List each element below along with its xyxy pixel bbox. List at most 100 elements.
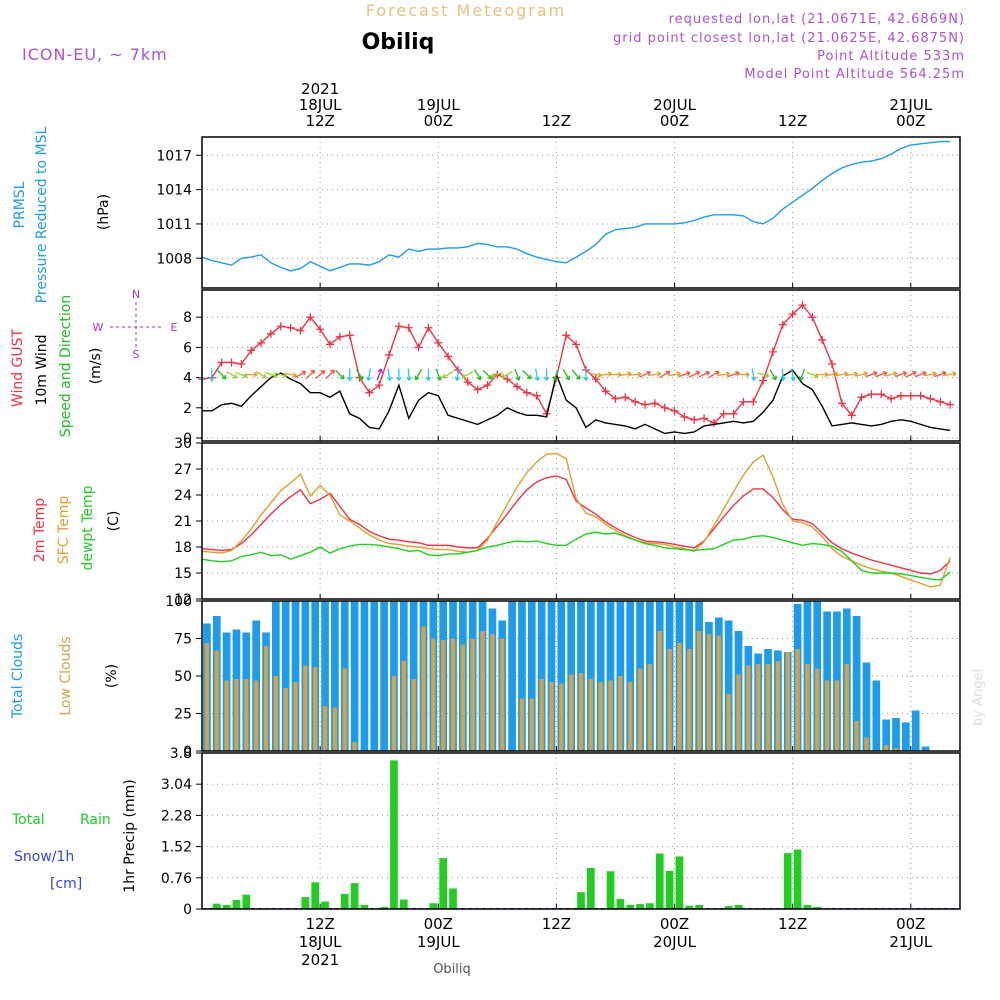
bottom-time-label: 12Z bbox=[778, 915, 807, 933]
pressure-label-desc: Pressure Reduced to MSL bbox=[34, 126, 50, 303]
low-clouds-bar bbox=[746, 665, 751, 751]
wind-direction-arrow bbox=[226, 370, 238, 379]
low-clouds-bar bbox=[805, 664, 810, 751]
wind-direction-arrow bbox=[209, 368, 215, 381]
low-clouds-bar bbox=[884, 745, 889, 751]
low-clouds-bar bbox=[844, 664, 849, 751]
panel-0: 1008 1011 1014 1017 bbox=[156, 136, 961, 289]
rain-bar bbox=[360, 904, 369, 909]
gust-marker bbox=[345, 331, 354, 340]
precip-label-cm: [cm] bbox=[50, 876, 82, 892]
location-title: Obiliq bbox=[362, 30, 435, 55]
wind-direction-arrow bbox=[376, 368, 383, 381]
top-time-label: 19JUL bbox=[417, 96, 460, 114]
gust-marker bbox=[335, 332, 344, 341]
low-clouds-bar bbox=[401, 661, 406, 751]
gust-marker bbox=[936, 397, 945, 406]
gust-marker bbox=[719, 409, 728, 418]
low-clouds-bar bbox=[293, 682, 298, 751]
gust-marker bbox=[404, 323, 413, 332]
wind-direction-arrow bbox=[639, 370, 651, 378]
sfc-temp-line bbox=[201, 452, 951, 588]
rain-bar bbox=[813, 906, 822, 909]
2m-temp-line bbox=[201, 475, 951, 575]
wind-direction-arrow bbox=[454, 368, 461, 381]
top-time-label: 21JUL bbox=[889, 96, 932, 114]
wind-direction-arrow bbox=[386, 368, 393, 381]
compass-e: E bbox=[171, 321, 178, 334]
low-clouds-bar bbox=[529, 698, 534, 751]
y-tick-label: 30 bbox=[174, 436, 192, 452]
total-clouds-bar bbox=[911, 710, 920, 751]
low-clouds-bar bbox=[756, 664, 761, 751]
low-clouds-bar bbox=[214, 650, 219, 751]
rain-bar bbox=[685, 905, 694, 909]
y-tick-label: 1017 bbox=[156, 148, 192, 164]
wind-direction-arrow bbox=[895, 371, 908, 378]
total-clouds-bar bbox=[557, 601, 566, 751]
y-tick-label: 50 bbox=[174, 669, 192, 685]
cloud-label-low: Low Clouds bbox=[58, 636, 74, 715]
gust-marker bbox=[572, 340, 581, 349]
bottom-time-label: 21JUL bbox=[889, 933, 932, 951]
precip-label-total: Total bbox=[11, 812, 45, 828]
y-tick-label: 2.28 bbox=[161, 808, 192, 824]
rain-bar bbox=[655, 853, 664, 909]
rain-bar bbox=[587, 867, 595, 909]
wind-direction-arrow bbox=[751, 368, 757, 381]
low-clouds-bar bbox=[608, 680, 613, 751]
panel-frame bbox=[201, 752, 961, 910]
wind-direction-arrow bbox=[648, 371, 662, 377]
wind-direction-arrow bbox=[514, 368, 521, 381]
low-clouds-bar bbox=[864, 737, 869, 751]
rain-bar bbox=[577, 892, 585, 909]
rain-bar bbox=[399, 899, 408, 909]
wind-direction-arrow bbox=[717, 371, 731, 377]
total-clouds-bar bbox=[281, 601, 290, 751]
wind-direction-arrow bbox=[737, 371, 750, 378]
y-tick-label: 1014 bbox=[156, 183, 192, 199]
low-clouds-bar bbox=[775, 661, 781, 751]
wind-direction-arrow bbox=[790, 368, 796, 381]
rain-bar bbox=[350, 883, 359, 909]
wind-direction-arrow bbox=[245, 371, 258, 378]
rain-bar bbox=[646, 903, 654, 909]
y-tick-label: 75 bbox=[174, 632, 192, 648]
y-tick-label: 15 bbox=[174, 566, 192, 582]
low-clouds-bar bbox=[204, 643, 210, 751]
low-clouds-bar bbox=[628, 682, 633, 751]
rain-bar bbox=[793, 849, 802, 909]
y-tick-label: 24 bbox=[174, 488, 192, 504]
y-tick-label: 0 bbox=[183, 902, 192, 918]
bottom-time-label: 12Z bbox=[305, 915, 334, 933]
low-clouds-bar bbox=[726, 694, 731, 751]
gust-marker bbox=[857, 393, 866, 402]
low-clouds-bar bbox=[765, 664, 771, 751]
gust-marker bbox=[877, 390, 886, 399]
gust-marker bbox=[828, 359, 837, 368]
low-clouds-bar bbox=[253, 680, 259, 751]
low-clouds-bar bbox=[618, 676, 623, 751]
bottom-time-label: 19JUL bbox=[417, 933, 460, 951]
gust-marker bbox=[522, 388, 531, 397]
wind-direction-arrow bbox=[875, 371, 888, 378]
wind-direction-arrow bbox=[845, 371, 859, 377]
panel-bg bbox=[202, 753, 960, 909]
low-clouds-bar bbox=[795, 649, 800, 751]
wind-direction-arrow bbox=[780, 368, 786, 381]
gust-marker bbox=[365, 388, 374, 397]
wind-direction-arrow bbox=[315, 370, 326, 379]
wind-direction-arrow bbox=[414, 369, 423, 381]
temp-label-unit: (C) bbox=[106, 511, 122, 532]
low-clouds-bar bbox=[854, 721, 859, 751]
low-clouds-bar bbox=[657, 631, 662, 751]
gust-marker bbox=[946, 400, 955, 409]
wind-direction-arrow bbox=[698, 370, 711, 378]
cloud-side-labels: Total Clouds Low Clouds (%) bbox=[10, 634, 120, 719]
low-clouds-bar bbox=[342, 668, 347, 751]
gust-marker bbox=[444, 352, 453, 361]
rain-bar bbox=[222, 904, 231, 909]
point-altitude: Point Altitude 533m bbox=[817, 49, 965, 64]
gust-marker bbox=[680, 412, 689, 421]
